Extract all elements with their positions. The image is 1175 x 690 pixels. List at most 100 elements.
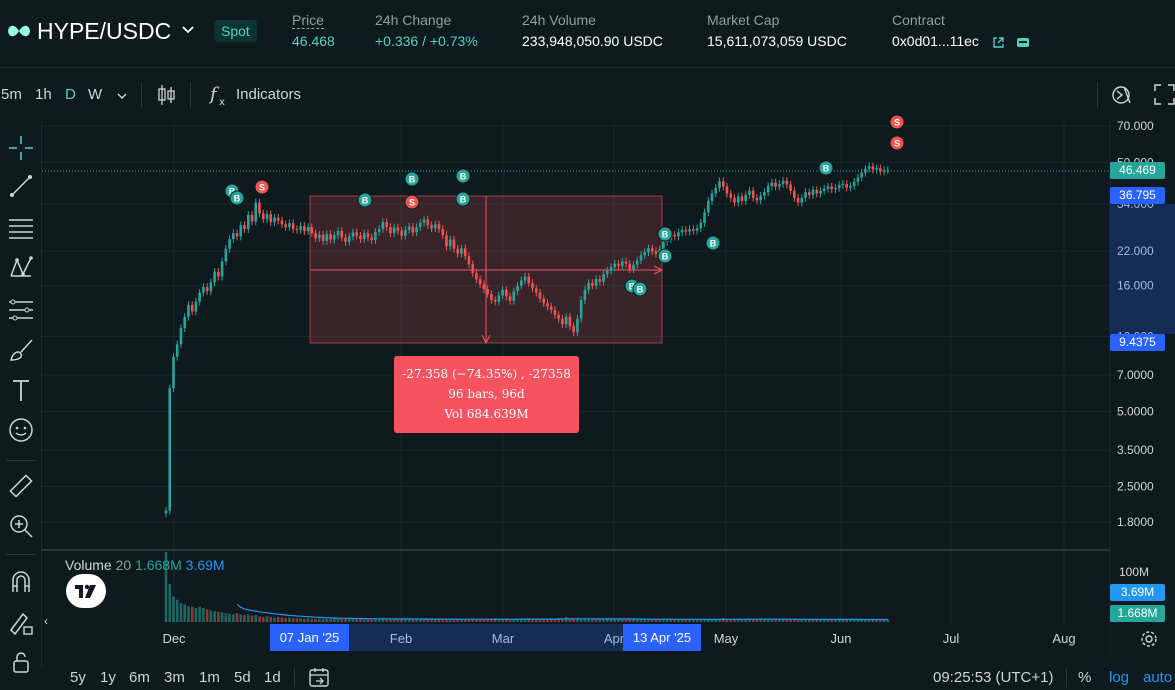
stat-value[interactable]: 0x0d01...11ec	[892, 33, 979, 49]
volume-bar	[620, 618, 624, 622]
marker-label: B	[662, 252, 669, 262]
volume-bar	[856, 619, 860, 622]
range-5d[interactable]: 5d	[234, 669, 251, 686]
volume-bar	[164, 552, 168, 622]
volume-bar	[224, 613, 228, 622]
tradingview-logo-icon[interactable]	[66, 574, 106, 608]
fx-icon[interactable]: f x	[208, 82, 230, 108]
volume-bar	[288, 617, 291, 622]
candle-body	[355, 232, 359, 236]
candle-body	[486, 289, 489, 295]
volume-bar	[228, 613, 231, 622]
replay-icon[interactable]	[1110, 83, 1134, 107]
volume-bar	[557, 618, 560, 622]
chevron-down-icon[interactable]	[117, 92, 127, 100]
volume-bar	[849, 619, 852, 622]
volume-bar	[748, 618, 751, 622]
candle-body	[351, 232, 355, 237]
volume-bar	[879, 619, 882, 622]
auto-toggle[interactable]: auto	[1143, 669, 1173, 686]
crosshair-icon[interactable]	[7, 134, 35, 162]
volume-bar	[628, 619, 632, 622]
candle-body	[871, 166, 875, 170]
range-1d[interactable]: 1d	[264, 669, 281, 686]
candle-body	[381, 222, 385, 230]
candle-body	[209, 282, 213, 292]
candle-body	[415, 227, 418, 233]
settings-gear-icon[interactable]	[1140, 630, 1158, 648]
text-icon[interactable]	[7, 376, 35, 404]
candle-body	[284, 224, 287, 228]
magnet-icon[interactable]	[7, 568, 35, 596]
goto-date-icon[interactable]	[308, 666, 330, 688]
lock-draw-icon[interactable]	[7, 608, 35, 636]
range-end-badge: 13 Apr '25	[623, 624, 701, 651]
candle-body	[538, 292, 542, 299]
range-5y[interactable]: 5y	[70, 669, 86, 686]
range-3m[interactable]: 3m	[164, 669, 185, 686]
volume-bar	[796, 619, 800, 622]
candle-body	[471, 264, 474, 273]
emoji-icon[interactable]	[7, 416, 35, 444]
percent-toggle[interactable]: %	[1078, 669, 1092, 686]
marker-label: S	[409, 198, 415, 208]
range-6m[interactable]: 6m	[129, 669, 150, 686]
candle-body	[680, 229, 684, 233]
candle-body	[318, 234, 321, 239]
volume-bar	[325, 618, 329, 622]
candle-body	[856, 177, 860, 182]
zoom-in-icon[interactable]	[7, 512, 35, 540]
candle-body	[710, 193, 714, 201]
volume-bar	[183, 604, 186, 622]
volume-bar	[680, 619, 684, 622]
range-1m[interactable]: 1m	[199, 669, 220, 686]
indicators-button[interactable]: Indicators	[236, 86, 302, 103]
volume-bar	[602, 619, 605, 622]
interval-w[interactable]: W	[88, 86, 103, 103]
candle-body	[583, 289, 587, 301]
candle-body	[490, 294, 493, 301]
candles-icon[interactable]	[156, 84, 176, 106]
candle-body	[168, 388, 172, 511]
pair-title[interactable]: HYPE/USDC	[37, 18, 172, 44]
candle-body	[366, 233, 370, 238]
stat-24h-volume: 24h Volume 233,948,050.90 USDC	[522, 12, 663, 49]
volume-bar	[710, 619, 714, 622]
candle-body	[265, 214, 269, 220]
candle-body	[392, 227, 396, 234]
collapse-left-icon[interactable]: ‹	[44, 614, 48, 628]
sell-marker: S	[889, 135, 905, 151]
external-link-icon[interactable]	[992, 36, 1005, 49]
interval-1h[interactable]: 1h	[35, 86, 52, 103]
interval-5m[interactable]: 5m	[1, 86, 22, 103]
marker-dot	[657, 226, 673, 242]
brush-icon[interactable]	[7, 336, 35, 364]
candle-body	[845, 183, 848, 188]
horizontal-lines-icon[interactable]	[7, 214, 35, 242]
trend-line-icon[interactable]	[7, 172, 35, 200]
log-toggle[interactable]: log	[1109, 669, 1130, 686]
candle-body	[699, 222, 703, 229]
volume-period: 20	[115, 557, 132, 573]
marker-label: B	[409, 175, 416, 185]
volume-bar	[800, 619, 804, 622]
volume-bar	[303, 618, 306, 622]
price-tick-label: 3.5000	[1117, 443, 1154, 457]
candle-body	[800, 197, 804, 203]
range-1y[interactable]: 1y	[100, 669, 116, 686]
ruler-icon[interactable]	[7, 472, 35, 500]
volume-bar	[852, 619, 856, 622]
fullscreen-icon[interactable]	[1154, 84, 1175, 105]
volume-bar	[482, 619, 486, 622]
candle-body	[781, 180, 785, 184]
clock-timezone[interactable]: 09:25:53 (UTC+1)	[933, 669, 1054, 686]
marker-label: B	[229, 187, 236, 197]
lock-icon[interactable]	[7, 648, 35, 676]
copy-icon[interactable]	[1016, 36, 1030, 49]
fib-icon[interactable]	[7, 296, 35, 324]
volume-bar	[875, 619, 878, 622]
chevron-down-icon[interactable]	[180, 22, 196, 38]
interval-d[interactable]: D	[65, 86, 76, 103]
pattern-icon[interactable]	[7, 254, 35, 282]
